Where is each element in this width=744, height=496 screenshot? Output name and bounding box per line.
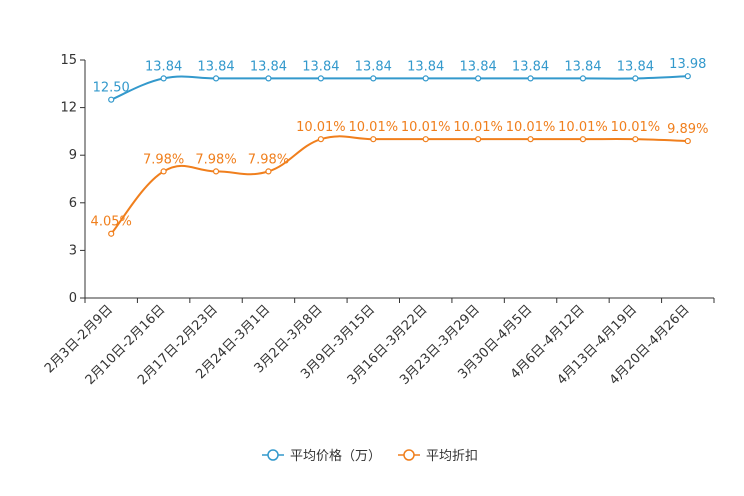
- data-label: 10.01%: [558, 120, 608, 135]
- data-point[interactable]: [422, 75, 429, 82]
- legend-marker-icon: [403, 449, 415, 461]
- data-label: 10.01%: [349, 120, 399, 135]
- data-label: 13.84: [512, 59, 549, 74]
- data-point[interactable]: [684, 73, 691, 80]
- data-point[interactable]: [475, 75, 482, 82]
- series-line-1: [110, 75, 688, 101]
- y-tick-label: 9: [69, 148, 77, 163]
- data-label: 10.01%: [453, 120, 503, 135]
- data-label: 13.84: [407, 59, 444, 74]
- data-point[interactable]: [632, 75, 639, 82]
- legend-label: 平均价格（万）: [290, 448, 381, 464]
- data-label: 7.98%: [143, 152, 184, 167]
- data-label: 13.84: [250, 59, 287, 74]
- data-label: 10.01%: [506, 120, 556, 135]
- legend-item-1[interactable]: 平均价格（万）: [262, 448, 381, 464]
- data-point[interactable]: [475, 136, 482, 143]
- data-point[interactable]: [579, 75, 587, 82]
- data-point[interactable]: [212, 168, 220, 175]
- data-label: 7.98%: [248, 152, 289, 167]
- legend-marker-icon: [267, 449, 279, 461]
- data-label: 13.84: [617, 59, 654, 74]
- data-label: 13.84: [302, 59, 339, 74]
- data-point[interactable]: [160, 168, 167, 175]
- data-point[interactable]: [527, 75, 534, 82]
- data-label: 13.98: [669, 57, 706, 72]
- data-label: 13.84: [355, 59, 392, 74]
- data-point[interactable]: [370, 136, 377, 143]
- data-point[interactable]: [317, 136, 324, 143]
- data-label: 13.84: [564, 59, 601, 74]
- data-label: 13.84: [145, 59, 182, 74]
- data-point[interactable]: [265, 75, 272, 82]
- data-point[interactable]: [108, 230, 115, 237]
- y-tick-label: 0: [69, 291, 77, 306]
- data-point[interactable]: [632, 136, 639, 143]
- y-tick-label: 12: [60, 101, 77, 116]
- data-point[interactable]: [422, 136, 429, 143]
- data-point[interactable]: [265, 168, 272, 175]
- data-point[interactable]: [527, 136, 534, 143]
- data-label: 4.05%: [91, 215, 132, 230]
- data-label: 13.84: [460, 59, 497, 74]
- y-tick-label: 15: [60, 53, 77, 68]
- data-point[interactable]: [212, 75, 220, 82]
- series-layer: [108, 73, 691, 237]
- data-label: 10.01%: [611, 120, 661, 135]
- y-tick-label: 6: [69, 196, 77, 211]
- data-point[interactable]: [684, 137, 691, 145]
- data-labels: 12.50 13.84 13.84 13.84 13.84 13.84 13.84 13.84…: [91, 57, 709, 230]
- data-point[interactable]: [160, 75, 167, 82]
- data-point[interactable]: [579, 136, 587, 143]
- legend-label: 平均折扣: [426, 449, 478, 464]
- data-label: 10.01%: [401, 120, 451, 135]
- legend[interactable]: 平均价格（万） 平均折扣: [262, 448, 478, 464]
- data-label: 9.89%: [667, 122, 708, 137]
- y-tick-label: 3: [69, 243, 77, 258]
- axes: 036912152月3日-2月9日2月10日-2月16日2月17日-2月23日2…: [42, 53, 715, 388]
- data-label: 10.01%: [296, 120, 346, 135]
- legend-item-2[interactable]: 平均折扣: [398, 449, 478, 464]
- data-point[interactable]: [108, 96, 115, 103]
- series-line-2: [110, 135, 688, 235]
- data-point[interactable]: [317, 75, 324, 82]
- data-label: 12.50: [93, 81, 130, 96]
- data-label: 7.98%: [195, 152, 236, 167]
- data-point[interactable]: [370, 75, 377, 82]
- data-label: 13.84: [197, 59, 234, 74]
